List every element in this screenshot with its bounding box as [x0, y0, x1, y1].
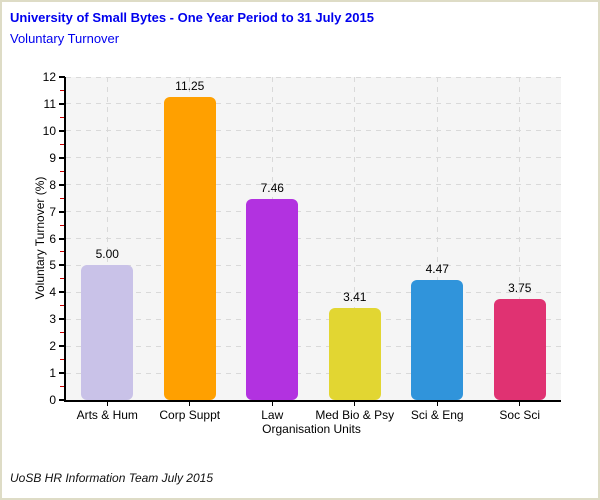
h-gridline	[66, 372, 561, 374]
h-gridline	[66, 76, 561, 78]
y-major-tick	[59, 264, 65, 267]
x-tick	[106, 402, 108, 406]
x-category-label: Soc Sci	[499, 408, 541, 422]
y-tick-label: 1	[49, 366, 56, 381]
bar-value-label: 3.41	[343, 290, 367, 305]
h-gridline	[66, 184, 561, 186]
y-tick-label: 6	[49, 231, 56, 246]
y-tick-label: 8	[49, 177, 56, 192]
y-minor-tick	[60, 251, 64, 253]
y-minor-tick	[60, 224, 64, 226]
y-tick-label: 7	[49, 204, 56, 219]
footer-credit: UoSB HR Information Team July 2015	[10, 471, 213, 485]
bar-soc-sci	[493, 299, 546, 400]
x-tick	[189, 402, 191, 406]
y-tick-label: 4	[49, 285, 56, 300]
y-minor-tick	[60, 386, 64, 388]
h-gridline	[66, 130, 561, 132]
x-axis-title: Organisation Units	[262, 422, 361, 436]
bar-sci-eng	[411, 279, 464, 400]
h-gridline	[66, 318, 561, 320]
plot-area	[64, 77, 561, 402]
y-tick-label: 2	[49, 339, 56, 354]
bar-med-bio-psy	[328, 308, 381, 400]
y-minor-tick	[60, 332, 64, 334]
bar-value-label: 4.47	[425, 261, 449, 276]
x-category-label: Law	[261, 408, 284, 422]
x-category-label: Sci & Eng	[410, 408, 464, 422]
h-gridline	[66, 345, 561, 347]
y-major-tick	[59, 318, 65, 321]
y-axis-title: Voluntary Turnover (%)	[33, 176, 47, 300]
y-major-tick	[59, 156, 65, 159]
y-minor-tick	[60, 278, 64, 280]
bar-corp-suppt	[163, 97, 216, 400]
v-gridline	[106, 77, 108, 400]
y-minor-tick	[60, 89, 64, 91]
y-major-tick	[59, 183, 65, 186]
h-gridline	[66, 238, 561, 239]
y-tick-label: 10	[42, 123, 56, 138]
h-gridline	[66, 264, 561, 266]
y-major-tick	[59, 372, 65, 375]
y-tick-label: 12	[42, 70, 56, 84]
y-minor-tick	[60, 116, 64, 118]
x-category-label: Arts & Hum	[76, 408, 138, 422]
h-gridline	[66, 157, 561, 159]
y-tick-label: 9	[49, 150, 56, 165]
x-tick	[354, 402, 356, 406]
page-subtitle: Voluntary Turnover	[10, 31, 120, 46]
y-minor-tick	[60, 170, 64, 172]
bar-law	[246, 199, 299, 400]
h-gridline	[66, 291, 561, 293]
x-category-label: Med Bio & Psy	[315, 408, 395, 422]
bar-value-label: 5.00	[95, 247, 119, 262]
x-tick	[271, 402, 273, 406]
y-minor-tick	[60, 197, 64, 199]
bar-value-label: 11.25	[175, 79, 205, 94]
y-tick-label: 11	[43, 96, 56, 111]
bar-value-label: 3.75	[508, 281, 532, 296]
y-minor-tick	[60, 143, 64, 145]
v-gridline	[519, 77, 521, 400]
y-major-tick	[59, 102, 65, 105]
y-major-tick	[59, 129, 65, 132]
x-category-label: Corp Suppt	[159, 408, 221, 422]
y-major-tick	[59, 399, 65, 401]
y-major-tick	[59, 237, 65, 240]
y-tick-label: 5	[49, 258, 56, 273]
y-major-tick	[59, 76, 65, 78]
page-title: University of Small Bytes - One Year Per…	[10, 10, 374, 25]
y-tick-label: 3	[49, 312, 56, 327]
h-gridline	[66, 103, 561, 105]
y-major-tick	[59, 345, 65, 348]
bar-value-label: 7.46	[260, 181, 284, 196]
h-gridline	[66, 211, 561, 213]
y-major-tick	[59, 291, 65, 294]
v-gridline	[436, 77, 438, 400]
y-minor-tick	[60, 305, 64, 307]
v-gridline	[354, 77, 356, 400]
y-tick-label: 0	[49, 393, 56, 407]
x-tick	[519, 402, 521, 406]
y-minor-tick	[60, 359, 64, 361]
bar-arts-hum	[81, 265, 134, 400]
y-major-tick	[59, 210, 65, 213]
x-tick	[436, 402, 438, 406]
